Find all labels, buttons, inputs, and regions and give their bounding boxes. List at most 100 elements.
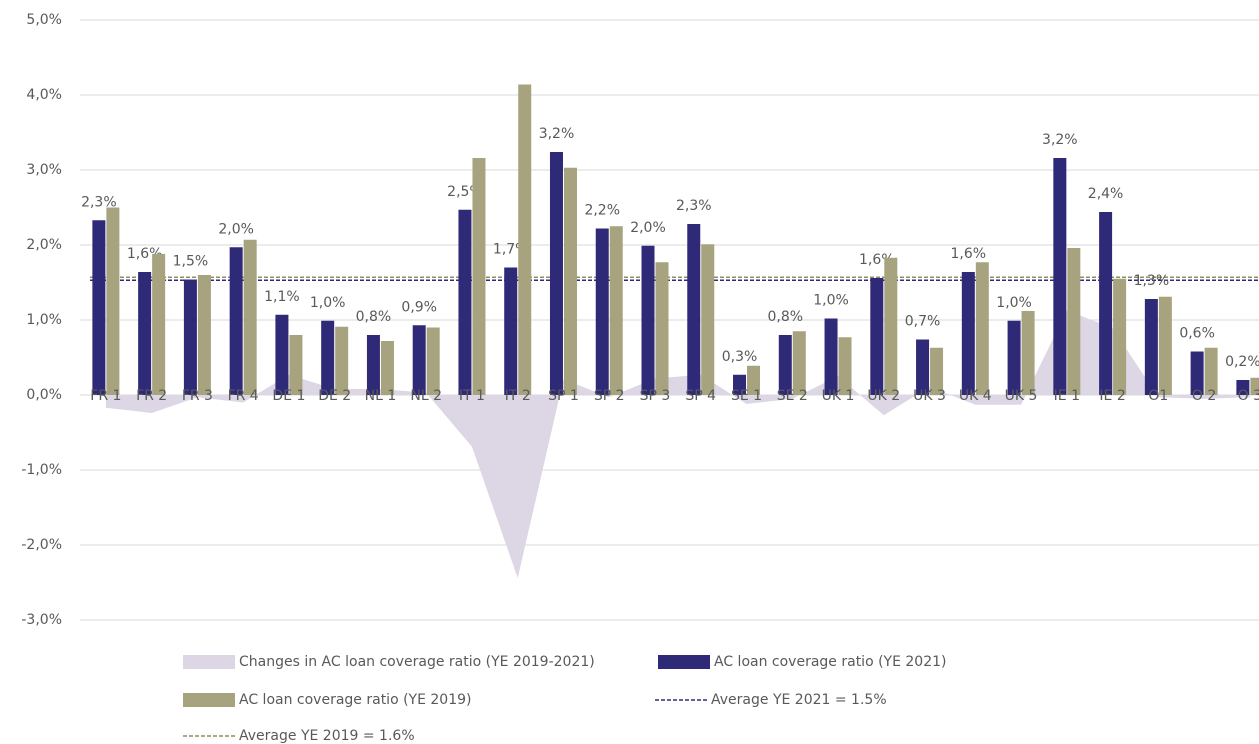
bar [1099,212,1113,395]
data-label: 3,2% [1042,132,1078,148]
bar [824,318,838,395]
bar [366,335,380,395]
legend-label: Changes in AC loan coverage ratio (YE 20… [239,654,595,670]
x-tick-label: UK 5 [1005,388,1038,404]
data-label: 0,9% [401,299,437,315]
bar [1113,278,1127,395]
bar [504,267,518,395]
bar [549,152,563,395]
bar [838,337,852,395]
bar [1190,351,1204,395]
bar [1236,380,1250,395]
data-label: 1,3% [1134,273,1170,289]
bar [870,278,884,395]
y-tick-label: -3,0% [21,612,62,628]
bar [1007,320,1021,395]
x-tick-label: SE 2 [777,388,808,404]
bar [961,272,975,395]
bar [1067,248,1081,395]
bar [1158,296,1172,395]
x-tick-label: UK 1 [822,388,855,404]
data-label: 0,8% [356,309,392,325]
bar [289,335,303,395]
data-label: 1,5% [173,254,209,270]
bar [1021,311,1035,395]
bar [747,365,761,395]
legend-swatch [183,693,235,707]
legend-swatch [658,655,710,669]
x-tick-label: SE 1 [731,388,762,404]
bar [916,339,930,395]
x-tick-label: IE 1 [1054,388,1080,404]
bar [518,84,532,395]
bar [792,331,806,395]
bar [687,224,701,395]
bar [380,341,394,395]
bar [275,314,289,395]
legend-label: Average YE 2019 = 1.6% [239,728,415,744]
bar [778,335,792,395]
x-tick-label: FR 3 [182,388,213,404]
data-label: 3,2% [539,126,575,142]
bar [1250,377,1259,395]
y-tick-label: 5,0% [26,12,62,28]
bar [1053,158,1067,395]
data-label: 1,0% [996,295,1032,311]
x-tick-label: SP 3 [640,388,671,404]
x-tick-label: IE 2 [1099,388,1125,404]
y-tick-label: 0,0% [26,387,62,403]
bar [106,207,120,395]
bar [183,279,197,395]
bar [609,226,623,395]
y-tick-label: -1,0% [21,462,62,478]
bar [655,262,669,395]
x-tick-label: IT 1 [459,388,485,404]
x-tick-label: UK 4 [959,388,992,404]
data-label: 2,2% [584,203,620,219]
x-tick-label: O 2 [1192,388,1216,404]
legend-label: Average YE 2021 = 1.5% [711,692,887,708]
bar [884,257,898,395]
legend-swatch [183,655,235,669]
bar [412,325,426,395]
y-tick-label: -2,0% [21,537,62,553]
bar [197,275,211,395]
data-label: 0,2% [1225,354,1259,370]
data-label: 0,7% [905,314,941,330]
bar [975,262,989,395]
bar [92,220,106,395]
data-label: 2,0% [630,220,666,236]
data-label: 2,0% [218,221,254,237]
x-tick-label: SP 2 [594,388,625,404]
x-tick-label: DE 1 [272,388,305,404]
data-label: 2,4% [1088,186,1124,202]
data-label: 0,8% [767,309,803,325]
x-tick-label: UK 2 [867,388,900,404]
x-tick-label: O 3 [1238,388,1259,404]
bar [321,320,335,395]
y-tick-label: 1,0% [26,312,62,328]
bar [152,254,166,395]
x-tick-label: FR 2 [136,388,167,404]
x-tick-label: FR 1 [90,388,121,404]
bar [458,209,472,395]
x-tick-label: DE 2 [318,388,351,404]
x-tick-label: SP 4 [685,388,716,404]
y-tick-label: 2,0% [26,237,62,253]
data-label: 1,1% [264,289,300,305]
bar [243,239,257,395]
bar [733,374,747,395]
x-tick-label: IT 2 [505,388,531,404]
data-label: 2,3% [676,198,712,214]
data-label: 0,6% [1179,326,1215,342]
bar [1144,299,1158,395]
x-tick-label: O1 [1148,388,1168,404]
y-tick-label: 4,0% [26,87,62,103]
bar [472,158,486,395]
bar [335,326,349,395]
data-label: 1,6% [951,246,987,262]
bar [595,228,609,395]
bar [229,247,243,395]
bar [1204,347,1218,395]
data-label: 2,3% [81,194,117,210]
